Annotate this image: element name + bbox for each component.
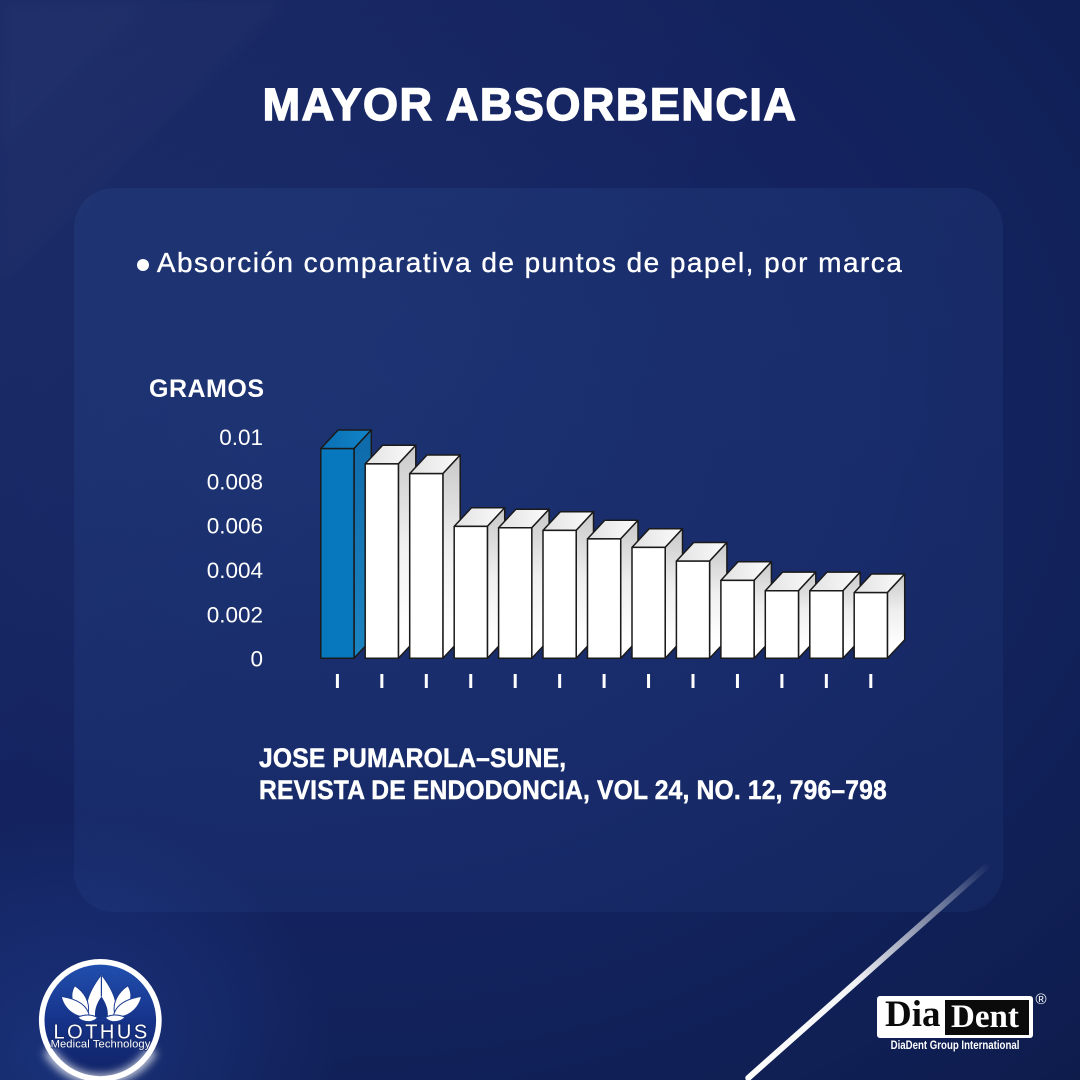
svg-text:LOTHUS: LOTHUS (54, 1022, 150, 1044)
svg-text:0.004: 0.004 (207, 558, 263, 583)
svg-text:0.01: 0.01 (219, 425, 263, 450)
svg-text:0.008: 0.008 (207, 470, 263, 495)
svg-text:Medical Technology: Medical Technology (51, 1039, 151, 1051)
svg-text:GRAMOS: GRAMOS (149, 375, 265, 403)
svg-text:0: 0 (250, 647, 263, 672)
svg-text:0.006: 0.006 (207, 514, 263, 539)
svg-text:0.002: 0.002 (207, 603, 263, 628)
